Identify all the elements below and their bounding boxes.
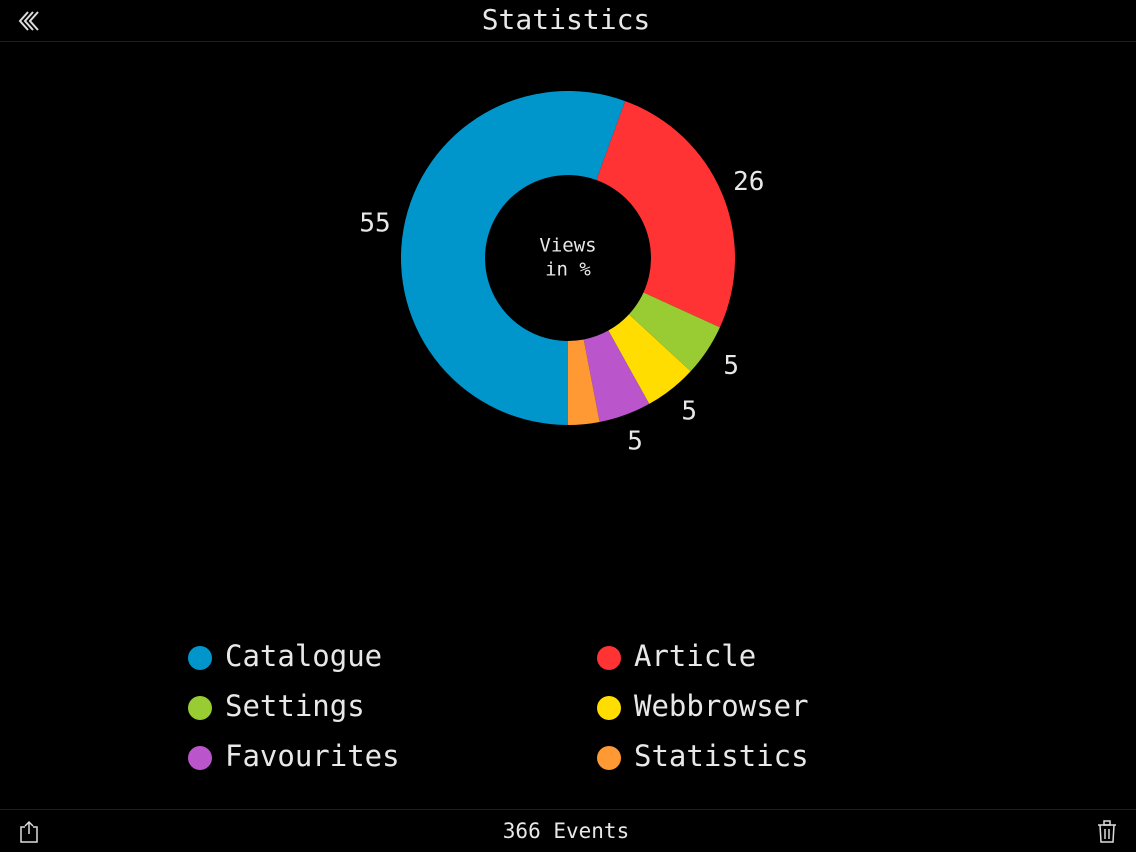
slice-label: 26 (733, 167, 764, 197)
donut-slice (583, 330, 650, 422)
legend-swatch (597, 646, 621, 670)
slice-label: 55 (359, 208, 390, 238)
legend-label: Webbrowser (634, 689, 809, 723)
donut-slice (596, 101, 736, 328)
legend-swatch (188, 646, 212, 670)
legend-swatch (188, 746, 212, 770)
donut-slice (401, 90, 626, 425)
donut-slice (608, 314, 691, 404)
legend-label: Settings (225, 689, 365, 723)
legend-swatch (597, 696, 621, 720)
legend-swatch (188, 696, 212, 720)
legend-label: Article (634, 639, 756, 673)
legend-label: Favourites (225, 739, 400, 773)
share-button[interactable] (20, 820, 38, 843)
legend-label: Catalogue (225, 639, 382, 673)
slice-label: 5 (627, 427, 643, 457)
donut-slice (628, 292, 720, 372)
center-label: Views (539, 235, 596, 257)
legend-swatch (597, 746, 621, 770)
header-title: Statistics (482, 3, 651, 36)
slice-label: 5 (723, 351, 739, 381)
event-count: 366 Events (503, 819, 629, 843)
donut-slice (568, 339, 600, 425)
back-button[interactable] (18, 11, 39, 31)
slice-label: 5 (681, 397, 697, 427)
center-label: in % (545, 259, 591, 281)
legend-label: Statistics (634, 739, 809, 773)
delete-button[interactable] (1098, 820, 1116, 843)
